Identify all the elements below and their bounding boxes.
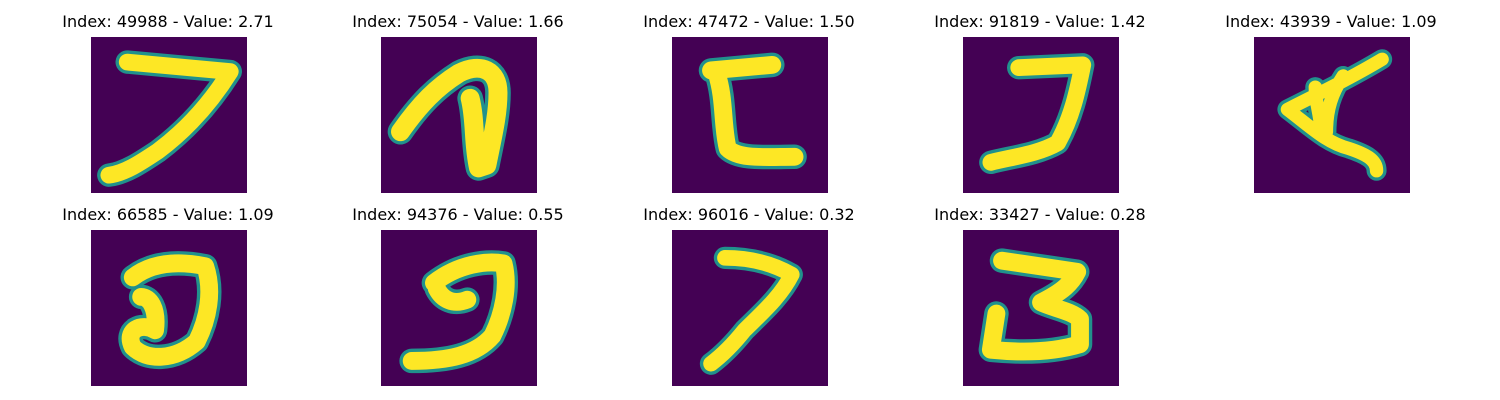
panel-title: Index: 91819 - Value: 1.42 <box>934 12 1146 31</box>
digit-image <box>672 37 828 193</box>
digit-image <box>381 37 537 193</box>
panel-9: Index: 33427 - Value: 0.28 <box>920 193 1160 393</box>
panel-3: Index: 47472 - Value: 1.50 <box>629 0 869 200</box>
panel-7: Index: 94376 - Value: 0.55 <box>338 193 578 393</box>
panel-2: Index: 75054 - Value: 1.66 <box>338 0 578 200</box>
panel-6: Index: 66585 - Value: 1.09 <box>48 193 288 393</box>
panel-title: Index: 43939 - Value: 1.09 <box>1225 12 1437 31</box>
panel-title: Index: 66585 - Value: 1.09 <box>62 205 274 224</box>
panel-title: Index: 33427 - Value: 0.28 <box>934 205 1146 224</box>
digit-image <box>91 230 247 386</box>
panel-8: Index: 96016 - Value: 0.32 <box>629 193 869 393</box>
panel-5: Index: 43939 - Value: 1.09 <box>1211 0 1451 200</box>
panel-title: Index: 96016 - Value: 0.32 <box>643 205 855 224</box>
digit-image <box>963 37 1119 193</box>
panel-title: Index: 47472 - Value: 1.50 <box>643 12 855 31</box>
digit-image <box>963 230 1119 386</box>
digit-image <box>91 37 247 193</box>
digit-image <box>381 230 537 386</box>
digit-image <box>1254 37 1410 193</box>
panel-title: Index: 94376 - Value: 0.55 <box>352 205 564 224</box>
digit-image <box>672 230 828 386</box>
panel-4: Index: 91819 - Value: 1.42 <box>920 0 1160 200</box>
panel-title: Index: 49988 - Value: 2.71 <box>62 12 274 31</box>
panel-1: Index: 49988 - Value: 2.71 <box>48 0 288 200</box>
panel-title: Index: 75054 - Value: 1.66 <box>352 12 564 31</box>
